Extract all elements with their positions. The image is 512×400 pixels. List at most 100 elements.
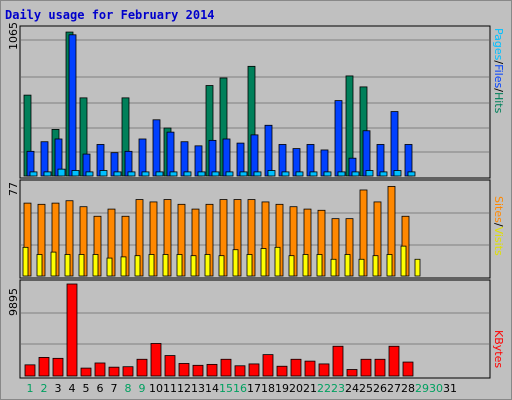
bar-visits-day-21 <box>302 254 309 277</box>
bar-visits-day-2 <box>36 254 43 277</box>
bar-pages-day-14 <box>211 171 220 177</box>
bar-files-day-23 <box>334 100 343 177</box>
panel-kbytes <box>19 279 491 379</box>
bar-pages-day-15 <box>225 171 234 177</box>
bar-visits-day-12 <box>176 254 183 277</box>
day-label-24: 24 <box>345 382 359 395</box>
day-label-15: 15 <box>219 382 233 395</box>
bar-files-day-2 <box>40 141 49 177</box>
bar-visits-day-4 <box>64 254 71 277</box>
day-label-14: 14 <box>205 382 219 395</box>
bar-files-day-12 <box>180 141 189 177</box>
bar-files-day-15 <box>222 138 231 177</box>
chart-title: Daily usage for February 2014 <box>5 8 215 22</box>
bar-kbytes-day-14 <box>206 363 218 377</box>
bar-kbytes-day-3 <box>52 357 64 377</box>
bar-files-day-26 <box>376 144 385 177</box>
bar-kbytes-day-22 <box>318 363 330 377</box>
bar-kbytes-day-12 <box>178 363 190 377</box>
ymax-label-kbytes: 9895 <box>7 288 20 316</box>
day-label-12: 12 <box>177 382 191 395</box>
bar-visits-day-28 <box>400 245 407 277</box>
bar-visits-day-20 <box>288 255 295 277</box>
day-label-10: 10 <box>149 382 163 395</box>
bar-files-day-13 <box>194 145 203 177</box>
day-label-9: 9 <box>139 382 146 395</box>
bar-visits-day-6 <box>92 254 99 277</box>
bar-kbytes-day-11 <box>164 355 176 377</box>
bar-pages-day-13 <box>197 171 206 177</box>
bar-files-day-17 <box>250 134 259 177</box>
bar-kbytes-day-6 <box>94 362 106 377</box>
bar-kbytes-day-5 <box>80 367 92 377</box>
bar-kbytes-day-21 <box>304 360 316 377</box>
bar-kbytes-day-7 <box>108 366 120 377</box>
bar-pages-day-3 <box>57 168 66 177</box>
bar-pages-day-22 <box>323 171 332 177</box>
day-label-31: 31 <box>443 382 457 395</box>
bar-files-day-19 <box>278 144 287 177</box>
bar-visits-day-29 <box>414 258 421 277</box>
day-label-7: 7 <box>111 382 118 395</box>
bar-visits-day-24 <box>344 254 351 277</box>
bar-kbytes-day-25 <box>360 358 372 377</box>
svg-text:KBytes: KBytes <box>492 330 505 368</box>
bar-files-day-11 <box>166 131 175 177</box>
legend-kbytes: KBytes <box>492 330 505 368</box>
bar-visits-day-5 <box>78 254 85 277</box>
day-label-11: 11 <box>163 382 177 395</box>
bar-files-day-25 <box>362 130 371 177</box>
bar-kbytes-day-16 <box>234 365 246 377</box>
bar-pages-day-12 <box>183 171 192 177</box>
bar-pages-day-11 <box>169 171 178 177</box>
bar-pages-day-4 <box>71 170 80 177</box>
bar-visits-day-18 <box>260 248 267 277</box>
bar-kbytes-day-2 <box>38 357 50 377</box>
bar-kbytes-day-13 <box>192 364 204 377</box>
day-label-13: 13 <box>191 382 205 395</box>
legend-sep-1: / <box>492 60 505 64</box>
bar-kbytes-day-27 <box>388 345 400 377</box>
bar-pages-day-26 <box>379 171 388 177</box>
bar-files-day-9 <box>138 138 147 177</box>
day-label-21: 21 <box>303 382 317 395</box>
bar-kbytes-day-8 <box>122 366 134 377</box>
bar-kbytes-day-1 <box>24 364 36 377</box>
bar-visits-day-9 <box>134 255 141 277</box>
bar-files-day-14 <box>208 139 217 177</box>
bar-kbytes-day-10 <box>150 343 162 377</box>
bar-visits-day-16 <box>232 249 239 277</box>
bar-visits-day-26 <box>372 255 379 277</box>
day-label-3: 3 <box>55 382 62 395</box>
day-label-2: 2 <box>41 382 48 395</box>
bar-pages-day-23 <box>337 171 346 177</box>
day-label-18: 18 <box>261 382 275 395</box>
bar-kbytes-day-26 <box>374 358 386 377</box>
bar-pages-day-24 <box>351 171 360 177</box>
bar-visits-day-10 <box>148 254 155 277</box>
svg-text:Sites/Visits: Sites/Visits <box>492 196 505 256</box>
bar-pages-day-2 <box>43 171 52 177</box>
legend-sep-2: / <box>492 88 505 92</box>
bar-pages-day-16 <box>239 171 248 177</box>
day-label-5: 5 <box>83 382 90 395</box>
bar-files-day-28 <box>404 144 413 177</box>
bar-pages-day-10 <box>155 171 164 177</box>
bar-kbytes-day-20 <box>290 358 302 377</box>
bar-pages-day-5 <box>85 171 94 177</box>
bar-pages-day-9 <box>141 171 150 177</box>
bar-marks <box>22 31 421 377</box>
bar-kbytes-day-28 <box>402 361 414 377</box>
day-labels: 1 2 3 4 5 6 7 8 9 10 11 12 13 14 15 16 17 18 19 20 21 22 23 24 2… <box>27 382 458 395</box>
bar-visits-day-23 <box>330 258 337 277</box>
bar-kbytes-day-24 <box>346 369 358 377</box>
day-label-22: 22 <box>317 382 331 395</box>
bar-visits-day-14 <box>204 254 211 277</box>
legend-files: Files <box>492 64 505 88</box>
bar-pages-day-27 <box>393 170 402 177</box>
bar-visits-day-15 <box>218 255 225 277</box>
bar-kbytes-day-17 <box>248 363 260 377</box>
bar-kbytes-day-15 <box>220 358 232 377</box>
day-label-19: 19 <box>275 382 289 395</box>
